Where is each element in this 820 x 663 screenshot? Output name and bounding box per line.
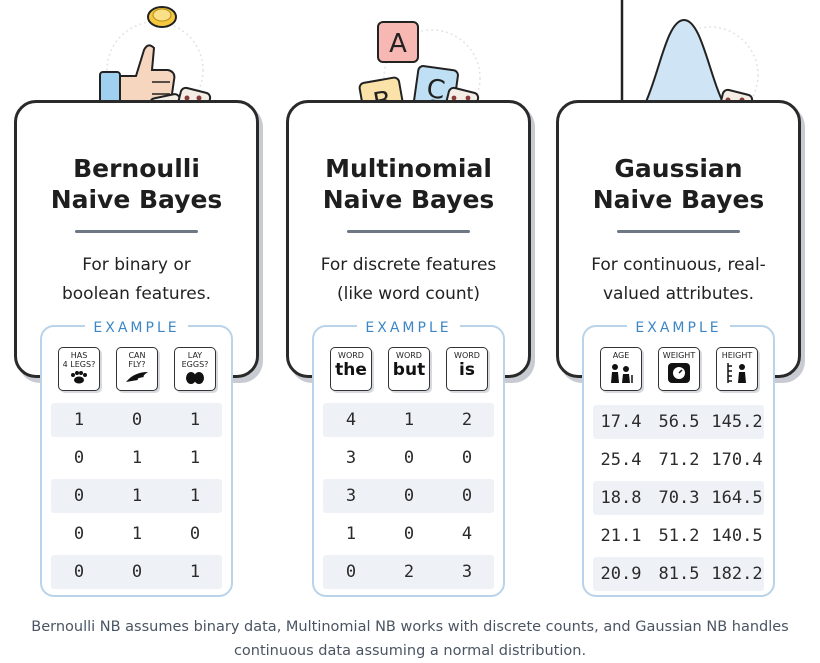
header-word-is: WORD is — [446, 347, 488, 391]
header-can-fly: CAN FLY? — [116, 347, 158, 391]
table-cell: 1 — [73, 410, 85, 430]
table-cell: 1 — [131, 448, 143, 468]
table-cell: 1 — [189, 410, 201, 430]
caption: Bernoulli NB assumes binary data, Multin… — [31, 619, 789, 659]
table-row: 3 0 0 — [323, 479, 494, 513]
table-row: 0 1 1 — [51, 441, 222, 475]
paw-icon — [71, 371, 87, 384]
table-cell: 170.4 — [711, 450, 763, 470]
gaussian-example-box: EXAMPLE AGE WEIGHT HEIGHT 17.4 56.5 145.2 2… — [582, 320, 775, 597]
card-description: For continuous, real- valued attributes. — [591, 255, 766, 304]
table-cell: 0 — [403, 524, 415, 544]
header-weight: WEIGHT — [658, 347, 700, 391]
table-cell: 81.5 — [658, 564, 700, 584]
table-cell: 164.5 — [711, 488, 763, 508]
table-cell: 0 — [461, 486, 473, 506]
example-label: EXAMPLE — [85, 320, 188, 336]
table-cell: 20.9 — [600, 564, 642, 584]
divider — [75, 230, 198, 233]
table-cell: 140.5 — [711, 526, 763, 546]
table-cell: 1 — [189, 562, 201, 582]
header-has-4-legs: HAS 4 LEGS? — [58, 347, 100, 391]
table-row: 4 1 2 — [323, 403, 494, 437]
table-cell: 1 — [345, 524, 357, 544]
header-word-the: WORD the — [330, 347, 372, 391]
table-row: 17.4 56.5 145.2 — [593, 405, 764, 439]
table-row: 21.1 51.2 140.5 — [593, 519, 764, 553]
table-row: 18.8 70.3 164.5 — [593, 481, 764, 515]
table-cell: 70.3 — [658, 488, 700, 508]
table-cell: 0 — [461, 448, 473, 468]
table-cell: 182.2 — [711, 564, 763, 584]
table-cell: 71.2 — [658, 450, 700, 470]
table-cell: 1 — [131, 486, 143, 506]
wing-icon — [126, 372, 148, 382]
table-cell: 0 — [189, 524, 201, 544]
table-row: 0 0 1 — [51, 555, 222, 589]
card-title: Multinomial Naive Bayes — [322, 154, 495, 214]
table-cell: 21.1 — [600, 526, 642, 546]
table-row: 1 0 4 — [323, 517, 494, 551]
table-cell: 0 — [403, 448, 415, 468]
table-cell: 145.2 — [711, 412, 763, 432]
table-cell: 0 — [73, 524, 85, 544]
bernoulli-example-box: EXAMPLE HAS 4 LEGS? CAN FLY? LAY EGGS? 1… — [40, 320, 233, 597]
table-cell: 2 — [461, 410, 473, 430]
table-row: 20.9 81.5 182.2 — [593, 557, 764, 591]
table-row: 3 0 0 — [323, 441, 494, 475]
height-icon — [727, 363, 746, 383]
card-description: For binary or boolean features. — [61, 255, 211, 304]
card-description: For discrete features (like word count) — [320, 255, 497, 304]
table-cell: 0 — [131, 410, 143, 430]
table-row: 0 1 0 — [51, 517, 222, 551]
table-cell: 0 — [73, 448, 85, 468]
header-word-but: WORD but — [388, 347, 430, 391]
card-title: Gaussian Naive Bayes — [592, 154, 765, 214]
table-cell: 25.4 — [600, 450, 642, 470]
eggs-icon — [186, 372, 204, 384]
table-cell: 1 — [189, 448, 201, 468]
header-age: AGE — [600, 347, 642, 391]
table-cell: 1 — [189, 486, 201, 506]
table-cell: 0 — [73, 562, 85, 582]
table-cell: 0 — [131, 562, 143, 582]
table-cell: 3 — [345, 486, 357, 506]
table-cell: 3 — [461, 562, 473, 582]
svg-text:C: C — [425, 74, 447, 106]
table-cell: 1 — [131, 524, 143, 544]
table-cell: 3 — [345, 448, 357, 468]
coin-icon — [147, 6, 177, 28]
card-title: Bernoulli Naive Bayes — [50, 154, 223, 214]
table-row: 25.4 71.2 170.4 — [593, 443, 764, 477]
table-row: 1 0 1 — [51, 403, 222, 437]
scale-icon — [668, 363, 690, 383]
header-height: HEIGHT — [716, 347, 758, 391]
table-cell: 0 — [73, 486, 85, 506]
divider — [347, 230, 470, 233]
example-label: EXAMPLE — [627, 320, 730, 336]
divider — [617, 230, 740, 233]
table-cell: 18.8 — [600, 488, 642, 508]
table-cell: 2 — [403, 562, 415, 582]
people-age-icon — [611, 364, 633, 383]
example-label: EXAMPLE — [357, 320, 460, 336]
header-lay-eggs: LAY EGGS? — [174, 347, 216, 391]
block-a-icon: A — [377, 21, 419, 63]
table-cell: 1 — [403, 410, 415, 430]
table-cell: 0 — [403, 486, 415, 506]
svg-text:A: A — [389, 29, 407, 59]
table-cell: 4 — [345, 410, 357, 430]
table-row: 0 2 3 — [323, 555, 494, 589]
table-cell: 17.4 — [600, 412, 642, 432]
table-cell: 51.2 — [658, 526, 700, 546]
table-cell: 4 — [461, 524, 473, 544]
table-row: 0 1 1 — [51, 479, 222, 513]
table-cell: 0 — [345, 562, 357, 582]
table-cell: 56.5 — [658, 412, 700, 432]
